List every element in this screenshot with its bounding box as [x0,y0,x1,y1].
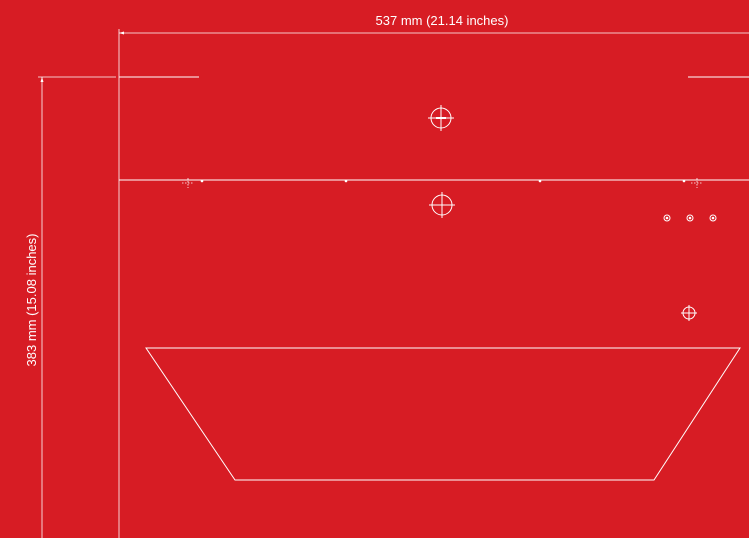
registration-target-top [428,105,454,131]
trapezoid-cutout [145,347,741,481]
fold-markers [200,179,686,183]
crosshair-mark-left [182,178,194,188]
registration-target-middle [429,192,455,218]
hole-marker [709,214,717,222]
fold-marker-dot [344,179,348,183]
hole-marker [663,214,671,222]
fold-marker-dot [538,179,542,183]
hole-markers [663,214,717,222]
fold-marker-dot [682,179,686,183]
crosshair-mark-right [691,178,703,188]
width-dimension-label: 537 mm (21.14 inches) [376,13,509,28]
panel-outline [119,76,749,481]
hole-marker [686,214,694,222]
small-crosshair-marks [182,178,703,188]
width-dimension [118,29,749,538]
height-dimension-label: 383 mm (15.08 inches) [24,234,39,367]
height-dimension [38,76,116,538]
height-arrowhead [40,77,44,82]
registration-target-small [681,305,697,321]
fold-marker-dot [200,179,204,183]
width-arrowhead [119,31,124,35]
